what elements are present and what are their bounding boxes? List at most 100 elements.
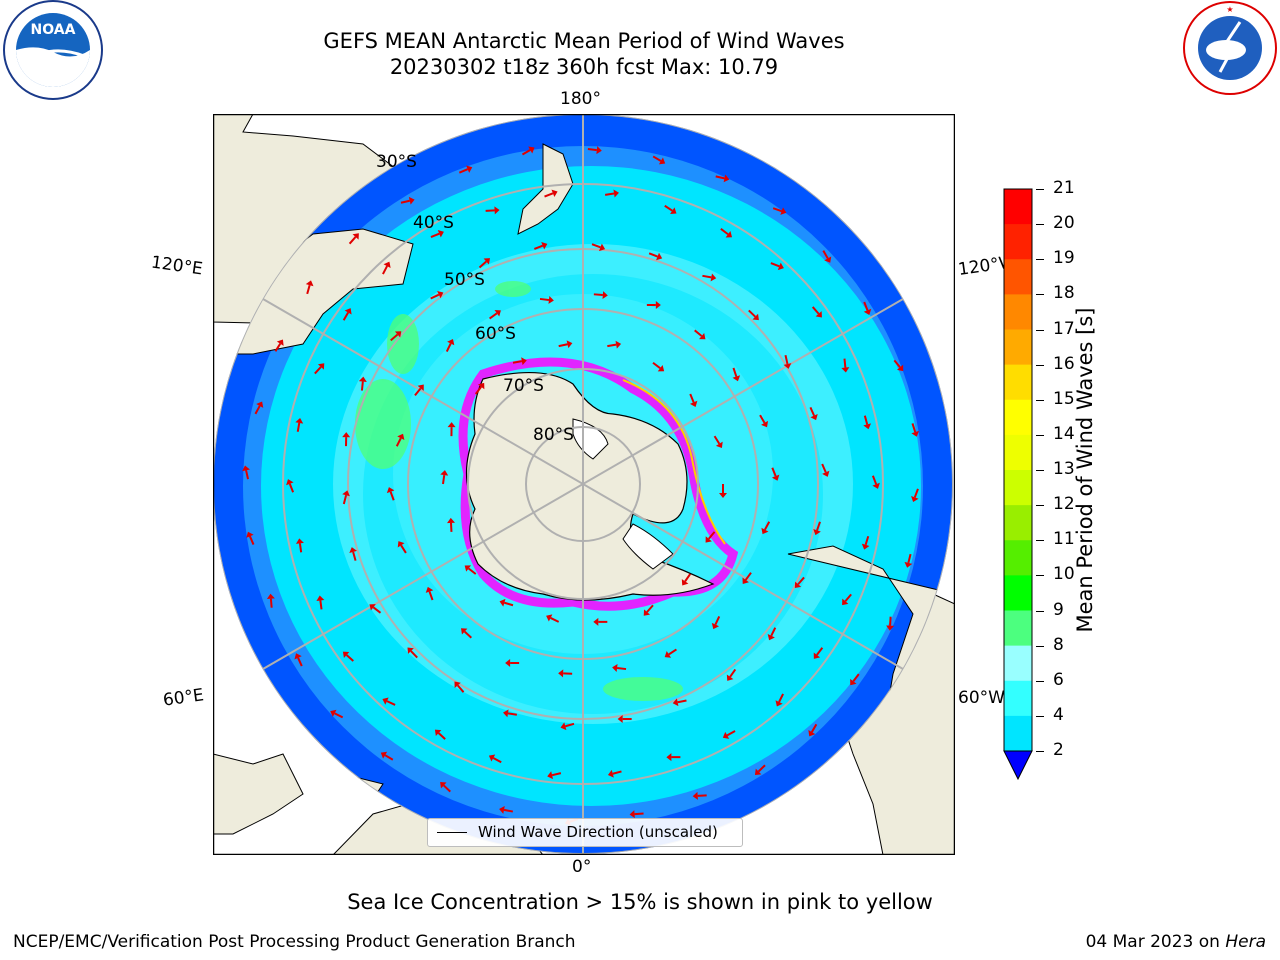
wave-arrow-head [726,674,734,681]
wave-arrow-head [615,340,622,349]
wave-arrow-shaft [810,723,818,733]
wave-arrow-head [863,423,872,430]
wave-arrow-shaft [319,600,323,610]
wave-arrow-head [643,609,651,616]
wave-arrow-head [330,709,337,717]
wave-arrow-shaft [911,423,917,433]
wave-arrow-shaft [797,576,805,585]
chart-subtitle: 20230302 t18z 360h fcst Max: 10.79 [389,55,779,79]
wave-arrow-shaft [729,668,737,678]
wave-arrow-head [447,339,455,346]
wave-arrow-shaft [468,567,477,575]
wave-arrow-shaft [512,360,523,364]
wave-arrow-head [295,417,304,424]
wave-arrow-head [417,384,424,391]
wave-arrow-shaft [386,700,396,706]
wave-arrow-head [369,604,376,611]
wave-arrow-shaft [889,616,892,626]
colorbar-tick-label: 18 [1053,283,1075,304]
caption: Sea Ice Concentration > 15% is shown in … [347,890,933,914]
wave-arrow-head [551,189,558,198]
colorbar-segment [1004,540,1032,576]
wave-arrow-shaft [474,386,482,395]
wave-arrow-shaft [822,250,829,259]
wave-arrow-shaft [652,155,662,162]
wave-arrow-shaft [437,732,446,740]
wave-arrow-head [566,340,573,349]
noaa-logo-text: NOAA [31,22,76,38]
colorbar-tick-label: 4 [1053,704,1064,725]
wave-arrow-head [896,364,904,372]
wave-arrow-shaft [771,467,777,477]
wave-arrow-head [813,652,821,659]
colorbar-tick-label: 11 [1053,529,1075,550]
wave-arrow-head [447,517,456,524]
colorbar-tick-label: 21 [1053,178,1075,198]
wave-arrow-head [425,586,434,593]
wave-arrow-shaft [843,358,847,368]
wave-arrow-head [824,256,832,263]
wave-arrow-head [266,593,275,600]
wave-arrow-head [342,651,350,658]
wave-arrow-shaft [442,474,446,485]
colorbar-tick [1036,575,1044,577]
wave-arrow-shaft [770,627,777,637]
wave-arrow-shaft [593,293,603,297]
colorbar-tick [1036,189,1044,190]
wave-arrow-shaft [533,244,544,250]
wave-arrow-shaft [684,573,692,582]
colorbar-segment [1004,294,1032,330]
wave-arrow-shaft [314,366,322,375]
wave-arrow-head [672,698,679,707]
wave-arrow-shaft [245,470,250,480]
wave-arrow-shaft [757,764,766,773]
wave-arrow-shaft [249,535,255,545]
wave-arrow-head [548,295,554,304]
wave-arrow-shaft [503,808,514,813]
wave-arrow-head [850,678,857,686]
lon-label-60w: 60°W [958,688,1005,708]
wave-arrow-head [483,258,490,265]
wave-arrow-shaft [400,544,407,554]
colorbar-tick-label: 12 [1053,494,1075,515]
colorbar-tick [1036,399,1044,401]
wave-arrow-shaft [587,148,597,152]
colorbar-tick [1036,364,1044,366]
wave-arrow-shaft [390,333,399,342]
wave-arrow-shaft [430,293,440,300]
wave-arrow-shaft [521,149,531,156]
wave-arrow-shaft [443,784,451,793]
wave-arrow-shaft [348,236,357,245]
colorbar-tick-label: 17 [1053,318,1075,339]
wave-arrow-head [317,363,325,370]
colorbar-label: Mean Period of Wind Waves [s] [1073,307,1097,633]
colorbar [1003,188,1033,781]
wave-arrow-shaft [395,437,402,447]
wave-arrow-head [775,700,783,707]
wave-arrow-shaft [539,297,550,301]
colorbar-tick [1036,259,1044,261]
colorbar-tick [1036,715,1044,717]
legend-label: Wind Wave Direction (unscaled) [478,823,718,841]
wave-arrow-head [808,730,816,737]
wave-arrow-head [732,375,741,382]
wave-arrow-shaft [821,463,827,473]
wave-arrow-head [454,681,461,688]
wave-arrow-head [256,401,264,408]
wave-arrow-head [692,791,698,800]
wave-arrow-shaft [428,591,434,601]
colorbar-tick-label: 9 [1053,599,1064,620]
wave-arrow-shaft [306,284,311,295]
wave-arrow-shaft [478,260,487,269]
wave-arrow-head [783,363,792,369]
wave-arrow-head [711,622,720,630]
lon-label-120e: 120°E [149,252,204,280]
wave-arrow-head [593,617,599,626]
wave-arrow-shaft [759,414,766,424]
wave-arrow-head [689,400,698,407]
wave-arrow-head [499,598,506,607]
wave-arrow-head [437,291,444,299]
wave-arrow-head [681,579,689,586]
colorbar-tick [1036,645,1044,647]
wave-arrow-head [715,441,723,449]
